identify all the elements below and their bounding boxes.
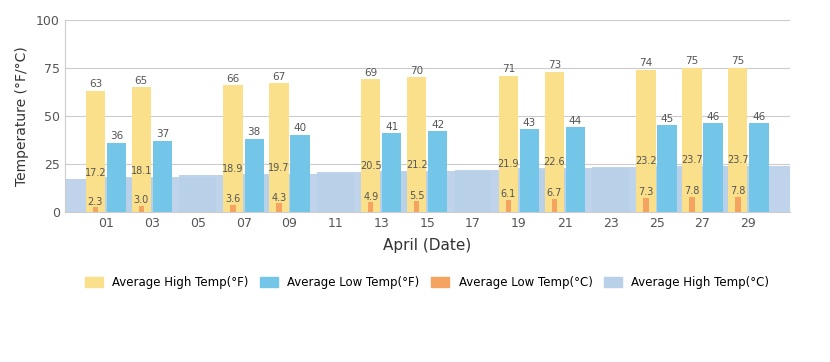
Bar [593, 167, 720, 212]
Bar [643, 198, 649, 212]
Bar [276, 203, 281, 212]
Bar [290, 135, 310, 212]
Text: 3.0: 3.0 [134, 195, 149, 205]
Text: 74: 74 [639, 58, 652, 68]
Bar [657, 125, 676, 212]
Text: 38: 38 [247, 127, 261, 137]
Text: 65: 65 [134, 76, 148, 85]
Bar [728, 68, 748, 212]
Text: 40: 40 [294, 123, 306, 134]
Bar [269, 83, 289, 212]
Bar [382, 133, 402, 212]
Text: 37: 37 [156, 129, 169, 139]
Text: 3.6: 3.6 [226, 194, 241, 204]
Text: 7.3: 7.3 [638, 187, 654, 197]
Text: 6.1: 6.1 [500, 189, 516, 199]
Text: 23.2: 23.2 [635, 156, 657, 166]
Bar [317, 172, 446, 212]
Bar [638, 166, 767, 212]
Text: 17.2: 17.2 [85, 168, 106, 178]
Text: 4.9: 4.9 [363, 192, 378, 202]
Text: 67: 67 [272, 72, 286, 82]
Text: 75: 75 [686, 56, 699, 66]
Text: 71: 71 [502, 64, 515, 74]
Bar [428, 131, 447, 212]
Bar [368, 202, 374, 212]
Bar [689, 197, 695, 212]
Bar [566, 127, 585, 212]
Text: 18.1: 18.1 [130, 166, 152, 176]
Text: 21.2: 21.2 [406, 160, 427, 170]
Text: 44: 44 [569, 116, 582, 126]
Text: 41: 41 [385, 122, 398, 131]
Text: 20.5: 20.5 [360, 161, 382, 171]
Text: 5.5: 5.5 [409, 190, 424, 201]
Text: 46: 46 [752, 112, 765, 122]
Text: 19.7: 19.7 [268, 163, 290, 173]
Bar [637, 70, 656, 212]
Bar [230, 205, 236, 212]
Text: 18.9: 18.9 [222, 164, 244, 174]
Text: 75: 75 [731, 56, 745, 66]
Text: 6.7: 6.7 [547, 188, 562, 198]
Bar [684, 166, 813, 212]
X-axis label: April (Date): April (Date) [383, 238, 471, 253]
Bar [749, 123, 769, 212]
Bar [179, 176, 308, 212]
Bar [414, 201, 419, 212]
Legend: Average High Temp(°F), Average Low Temp(°F), Average Low Temp(°C), Average High : Average High Temp(°F), Average Low Temp(… [81, 271, 774, 294]
Bar [682, 68, 701, 212]
Text: 22.6: 22.6 [544, 157, 565, 167]
Bar [132, 87, 151, 212]
Bar [455, 170, 583, 212]
Bar [551, 199, 557, 212]
Text: 36: 36 [110, 131, 123, 141]
Text: 2.3: 2.3 [88, 197, 103, 207]
Text: 63: 63 [89, 79, 102, 89]
Bar [500, 168, 629, 212]
Text: 7.8: 7.8 [684, 186, 700, 196]
Bar [107, 143, 126, 212]
Text: 4.3: 4.3 [271, 193, 286, 203]
Text: 23.7: 23.7 [681, 155, 703, 165]
Bar [363, 171, 491, 212]
Bar [544, 72, 564, 212]
Bar [407, 77, 427, 212]
Text: 70: 70 [410, 66, 423, 76]
Text: 46: 46 [706, 112, 720, 122]
Bar [520, 129, 540, 212]
Text: 7.8: 7.8 [730, 186, 745, 196]
Bar [703, 123, 723, 212]
Text: 69: 69 [364, 68, 378, 78]
Bar [361, 79, 380, 212]
Bar [85, 91, 105, 212]
Text: 42: 42 [431, 119, 444, 130]
Bar [245, 139, 264, 212]
Bar [139, 206, 144, 212]
Bar [223, 85, 242, 212]
Y-axis label: Temperature (°F/°C): Temperature (°F/°C) [15, 46, 29, 186]
Bar [153, 141, 172, 212]
Bar [499, 76, 518, 212]
Bar [225, 174, 354, 212]
Bar [42, 179, 170, 212]
Text: 23.7: 23.7 [727, 155, 749, 165]
Bar [735, 197, 740, 212]
Bar [505, 200, 511, 212]
Bar [88, 177, 216, 212]
Text: 43: 43 [523, 118, 536, 128]
Text: 66: 66 [227, 73, 240, 84]
Text: 21.9: 21.9 [498, 159, 519, 169]
Bar [93, 207, 98, 212]
Text: 73: 73 [548, 60, 561, 70]
Text: 45: 45 [661, 114, 674, 124]
